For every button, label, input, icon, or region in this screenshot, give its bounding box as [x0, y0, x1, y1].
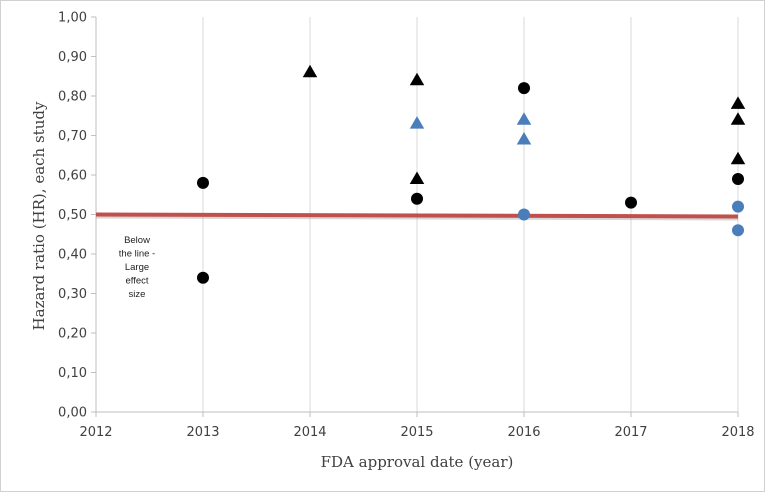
data-point-circle	[732, 224, 744, 237]
data-point-triangle	[516, 112, 532, 125]
data-point-triangle	[302, 64, 318, 78]
data-point-circle	[411, 192, 423, 205]
data-point-circle	[197, 176, 209, 189]
data-point-circle	[518, 208, 530, 221]
y-tick-label: 0,10	[58, 366, 87, 381]
annotation-below-line: Below the line - Large effect size	[119, 235, 155, 300]
data-point-triangle	[730, 151, 746, 165]
y-tick-label: 0,20	[58, 327, 87, 342]
data-point-circle	[518, 82, 530, 95]
reference-line-group	[95, 212, 739, 221]
data-point-triangle	[409, 72, 425, 86]
data-points	[197, 64, 746, 284]
y-tick-label: 0,50	[58, 208, 87, 223]
data-point-circle	[732, 200, 744, 213]
x-tick-label: 2014	[293, 425, 326, 440]
data-point-triangle	[730, 96, 746, 109]
annotation-line: effect	[125, 276, 148, 287]
x-tick-label: 2013	[186, 425, 219, 440]
y-tick-label: 1,00	[58, 11, 87, 26]
data-point-triangle	[516, 131, 532, 145]
data-point-circle	[197, 271, 209, 284]
y-axis-title: Hazard ratio (HR), each study	[30, 101, 48, 330]
y-tick-label: 0,30	[58, 287, 87, 302]
x-tick-label: 2016	[507, 425, 540, 440]
reference-line	[95, 212, 739, 219]
y-tick-label: 0,90	[58, 50, 87, 65]
x-tick-label: 2018	[721, 425, 754, 440]
y-tick-label: 0,00	[58, 406, 87, 421]
annotation-line: Below	[124, 235, 150, 246]
data-point-triangle	[409, 116, 425, 129]
x-tick-label: 2015	[400, 425, 433, 440]
y-tick-label: 0,60	[58, 169, 87, 184]
data-point-circle	[625, 196, 637, 209]
tick-labels: 2012 2013 2014 2015 2016 2017 2018 0,00 0,10 0,20…	[58, 11, 755, 441]
y-tick-label: 0,70	[58, 129, 87, 144]
annotation-line: size	[129, 289, 146, 300]
x-tick-label: 2017	[614, 425, 647, 440]
annotation-line: the line -	[119, 249, 155, 260]
y-tick-label: 0,40	[58, 248, 87, 263]
x-tick-label: 2012	[79, 425, 112, 440]
data-point-circle	[732, 172, 744, 185]
annotation-line: Large	[125, 262, 149, 273]
data-point-triangle	[409, 171, 425, 184]
x-axis-title: FDA approval date (year)	[321, 453, 514, 471]
data-point-triangle	[730, 112, 746, 125]
y-tick-label: 0,80	[58, 90, 87, 105]
